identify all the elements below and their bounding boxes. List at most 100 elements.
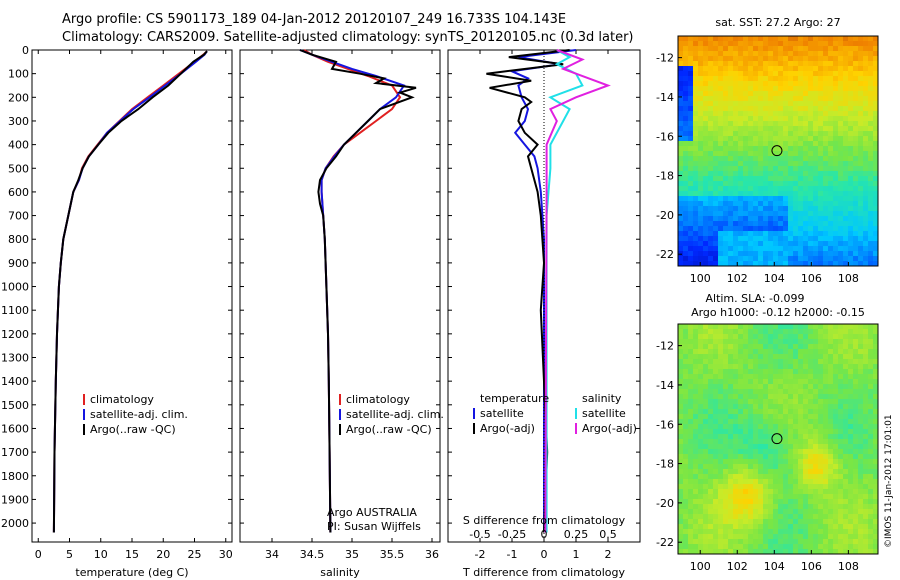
- sla_map-cell: [678, 344, 684, 350]
- sst_map-cell: [798, 51, 804, 57]
- sla_map-cell: [728, 394, 734, 400]
- sla_map-cell: [853, 514, 859, 520]
- sst_map-cell: [788, 51, 794, 57]
- sla_map-cell: [693, 479, 699, 485]
- sla_map-cell: [873, 394, 879, 400]
- sst_map-cell: [688, 206, 694, 212]
- sla_map-cell: [798, 529, 804, 535]
- sla_map-cell: [683, 474, 689, 480]
- sst_map-cell: [713, 51, 719, 57]
- sla_map-cell: [773, 489, 779, 495]
- sla_map-cell: [823, 464, 829, 470]
- sst_map-cell: [703, 71, 709, 77]
- sla_map-cell: [773, 359, 779, 365]
- difference-xlabel: T difference from climatology: [462, 566, 625, 579]
- sla_map-cell: [718, 324, 724, 330]
- sst_map-cell: [788, 91, 794, 97]
- sst_map-cell: [768, 171, 774, 177]
- sst_map-cell: [763, 91, 769, 97]
- sst_map-cell: [743, 66, 749, 72]
- sla_map-cell: [838, 379, 844, 385]
- sst_map-cell: [758, 241, 764, 247]
- sla_map-cell: [733, 424, 739, 430]
- sst_map-cell: [793, 161, 799, 167]
- sst_map-cell: [718, 231, 724, 237]
- sla_map-cell: [853, 504, 859, 510]
- sla_map-cell: [778, 384, 784, 390]
- sla_map-cell: [798, 549, 804, 555]
- sla_map-cell: [868, 459, 874, 465]
- sla_map-cell: [823, 444, 829, 450]
- sla_map-cell: [848, 519, 854, 525]
- depth-tick-label: 1100: [1, 304, 29, 317]
- sst_map-cell: [783, 111, 789, 117]
- sst_map-cell: [753, 101, 759, 107]
- sst_map-cell: [738, 86, 744, 92]
- salinity-legend-climatology-label: climatology: [346, 393, 410, 406]
- sla_map-cell: [683, 389, 689, 395]
- sla_map-cell: [688, 429, 694, 435]
- sst_map-cell: [843, 46, 849, 52]
- sla_map-cell: [768, 359, 774, 365]
- sla_map-cell: [678, 374, 684, 380]
- sst_map-cell: [813, 66, 819, 72]
- sla_map-cell: [733, 524, 739, 530]
- sst_map-cell: [868, 176, 874, 182]
- sst_map-cell: [863, 136, 869, 142]
- sst_map-cell: [838, 241, 844, 247]
- sla_map-cell: [768, 444, 774, 450]
- sla_map-cell: [818, 389, 824, 395]
- sst_map-cell: [873, 161, 879, 167]
- sla_map-cell: [868, 359, 874, 365]
- sst_map-cell: [738, 136, 744, 142]
- sst_map-cell: [733, 216, 739, 222]
- sst_map-cell: [783, 246, 789, 252]
- sst_map-cell: [788, 236, 794, 242]
- sst_map-cell: [698, 151, 704, 157]
- sst_map-cell: [838, 166, 844, 172]
- sst_map-cell: [713, 36, 719, 42]
- sla_map-cell: [743, 339, 749, 345]
- sla_map-cell: [738, 414, 744, 420]
- sla_map-cell: [703, 504, 709, 510]
- sst_map-cell: [873, 76, 879, 82]
- sla_map-cell: [713, 344, 719, 350]
- sla_map-cell: [838, 344, 844, 350]
- sla_map-cell: [823, 384, 829, 390]
- sst_map-cell: [838, 261, 844, 267]
- sst_map-cell: [678, 261, 684, 267]
- sst_map-cell: [743, 181, 749, 187]
- sla_map-cell: [813, 409, 819, 415]
- sla_map-cell: [773, 374, 779, 380]
- sst_map-cell: [798, 56, 804, 62]
- sla_map-cell: [758, 349, 764, 355]
- sla_map-cell: [678, 469, 684, 475]
- sla_map-cell: [713, 384, 719, 390]
- sst_map-cell: [793, 106, 799, 112]
- sla_map-cell: [848, 549, 854, 555]
- sla_map-cell: [798, 479, 804, 485]
- sla_map-cell: [848, 374, 854, 380]
- sla_map-cell: [793, 479, 799, 485]
- sla_map-cell: [703, 449, 709, 455]
- sla_map-cell: [713, 394, 719, 400]
- sst_map-cell: [858, 196, 864, 202]
- sla_map-cell: [853, 499, 859, 505]
- sla_map-cell: [708, 469, 714, 475]
- sst_map-cell: [768, 151, 774, 157]
- sla_map-cell: [693, 499, 699, 505]
- sst_map-cell: [728, 61, 734, 67]
- sst_map-cell: [723, 131, 729, 137]
- sla_map-cell: [773, 459, 779, 465]
- sla_map-cell: [843, 389, 849, 395]
- sla_map-cell: [783, 429, 789, 435]
- sst_map-cell: [713, 46, 719, 52]
- sst_map-cell: [783, 121, 789, 127]
- sst_map-cell: [728, 76, 734, 82]
- sst_map-cell: [763, 156, 769, 162]
- sla_map-cell: [738, 394, 744, 400]
- sst_map-cell: [788, 261, 794, 267]
- sst_map-cell: [698, 136, 704, 142]
- sla_map-cell: [688, 454, 694, 460]
- sst_map-cell: [678, 171, 684, 177]
